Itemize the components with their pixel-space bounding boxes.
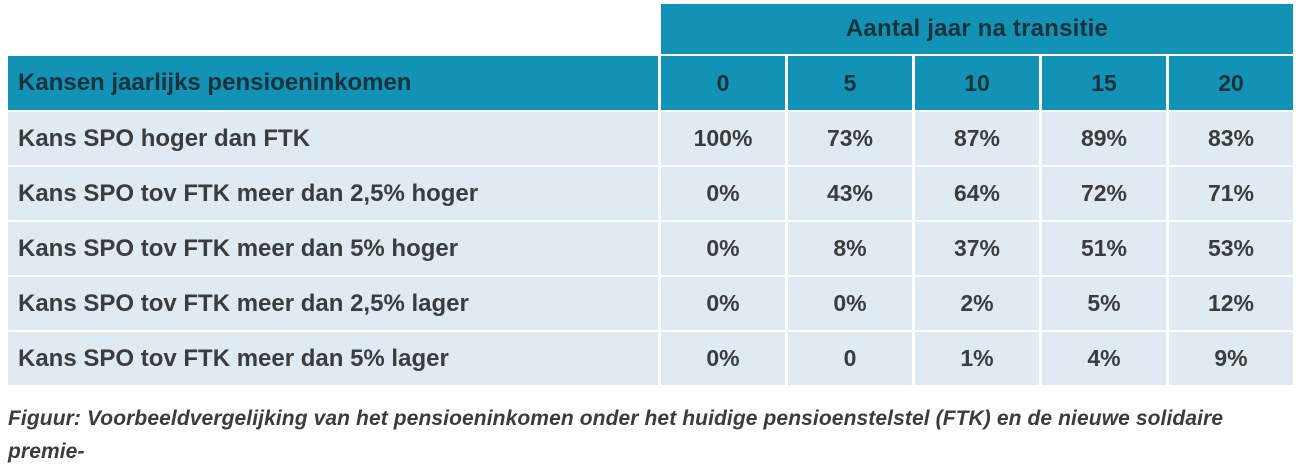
data-cell: 100% xyxy=(661,112,785,165)
column-header-0: 0 xyxy=(661,56,785,110)
data-cell: 2% xyxy=(915,277,1039,330)
data-cell: 71% xyxy=(1169,167,1293,220)
table-corner-spacer xyxy=(8,4,658,54)
data-cell: 0% xyxy=(661,332,785,385)
row-label: Kans SPO tov FTK meer dan 5% lager xyxy=(8,332,658,385)
data-cell: 12% xyxy=(1169,277,1293,330)
pension-comparison-table: Aantal jaar na transitie Kansen jaarlijk… xyxy=(8,4,1293,385)
data-cell: 53% xyxy=(1169,222,1293,275)
data-cell: 5% xyxy=(1042,277,1166,330)
column-header-15: 15 xyxy=(1042,56,1166,110)
data-cell: 37% xyxy=(915,222,1039,275)
data-cell: 89% xyxy=(1042,112,1166,165)
data-cell: 72% xyxy=(1042,167,1166,220)
data-cell: 0% xyxy=(661,277,785,330)
column-header-10: 10 xyxy=(915,56,1039,110)
row-label: Kans SPO tov FTK meer dan 2,5% lager xyxy=(8,277,658,330)
table-top-header: Aantal jaar na transitie xyxy=(661,4,1293,54)
figure-caption-line1: Figuur: Voorbeeldvergelijking van het pe… xyxy=(8,407,1224,463)
data-cell: 9% xyxy=(1169,332,1293,385)
figure-caption: Figuur: Voorbeeldvergelijking van het pe… xyxy=(8,402,1296,473)
data-cell: 4% xyxy=(1042,332,1166,385)
data-cell: 0 xyxy=(788,332,912,385)
table-row-group-header: Kansen jaarlijks pensioeninkomen xyxy=(8,56,658,110)
column-header-5: 5 xyxy=(788,56,912,110)
data-cell: 73% xyxy=(788,112,912,165)
data-cell: 43% xyxy=(788,167,912,220)
data-cell: 1% xyxy=(915,332,1039,385)
data-cell: 0% xyxy=(661,222,785,275)
data-cell: 51% xyxy=(1042,222,1166,275)
data-cell: 0% xyxy=(788,277,912,330)
data-cell: 83% xyxy=(1169,112,1293,165)
column-header-20: 20 xyxy=(1169,56,1293,110)
row-label: Kans SPO tov FTK meer dan 2,5% hoger xyxy=(8,167,658,220)
data-cell: 87% xyxy=(915,112,1039,165)
data-cell: 0% xyxy=(661,167,785,220)
row-label: Kans SPO tov FTK meer dan 5% hoger xyxy=(8,222,658,275)
row-label: Kans SPO hoger dan FTK xyxy=(8,112,658,165)
data-cell: 64% xyxy=(915,167,1039,220)
data-cell: 8% xyxy=(788,222,912,275)
